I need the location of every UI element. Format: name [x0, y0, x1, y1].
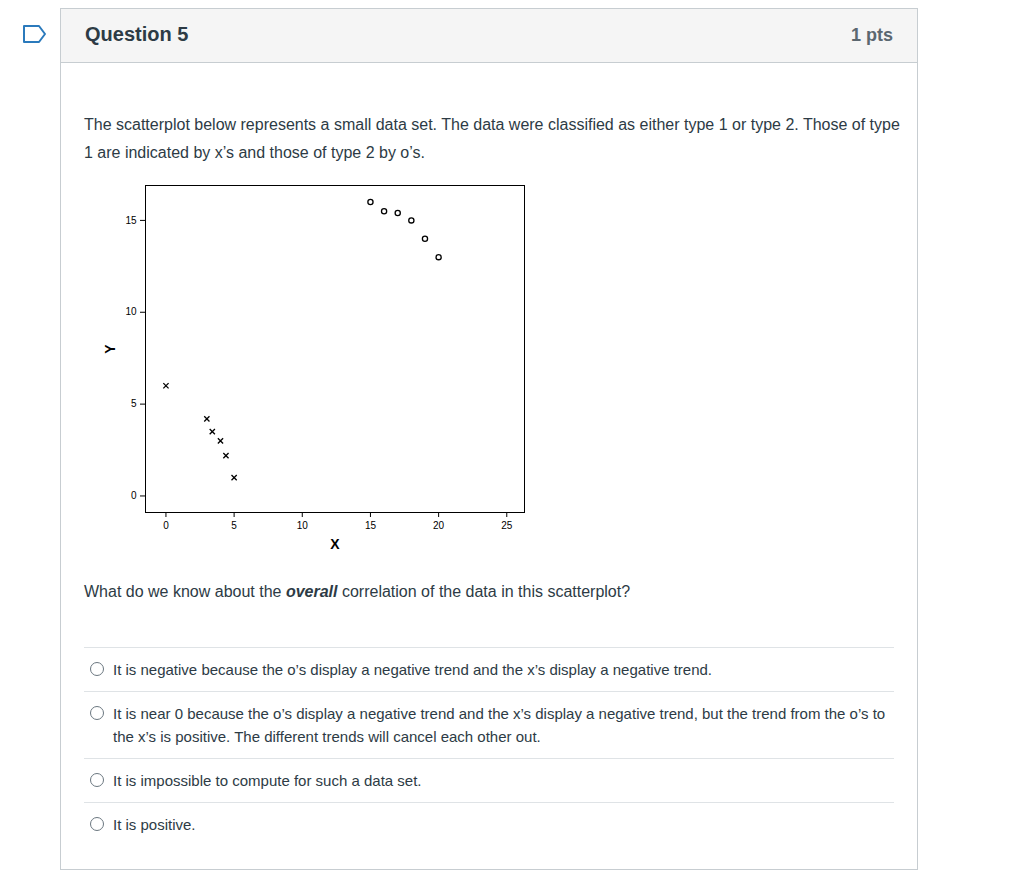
svg-text:0: 0: [131, 490, 137, 501]
svg-text:5: 5: [131, 398, 137, 409]
html-text:What do we know about the over: What do we know about the overall correl…: [84, 583, 631, 600]
html-text:Question 5: Question 5: [85, 23, 189, 45]
html-text:It is negative because the o’s: It is negative because the o’s display a…: [113, 661, 712, 678]
svg-text:Y: Y: [102, 344, 118, 354]
svg-text:5: 5: [231, 520, 237, 531]
svg-text:15: 15: [365, 520, 377, 531]
svg-text:X: X: [330, 536, 340, 552]
svg-text:10: 10: [297, 520, 309, 531]
html-text:It is near 0 because the o’s d: It is near 0 because the o’s display a n…: [113, 705, 886, 745]
svg-text:25: 25: [501, 520, 513, 531]
html-text:The scatterplot below represen: The scatterplot below represents a small…: [84, 116, 900, 161]
svg-text:15: 15: [125, 215, 137, 226]
html-text:1 pts: 1 pts: [851, 25, 893, 45]
svg-text:0: 0: [163, 520, 169, 531]
svg-text:20: 20: [433, 520, 445, 531]
svg-text:10: 10: [125, 306, 137, 317]
html-text:It is positive.: It is positive.: [113, 816, 196, 833]
html-text:It is impossible to compute fo: It is impossible to compute for such a d…: [113, 772, 422, 789]
